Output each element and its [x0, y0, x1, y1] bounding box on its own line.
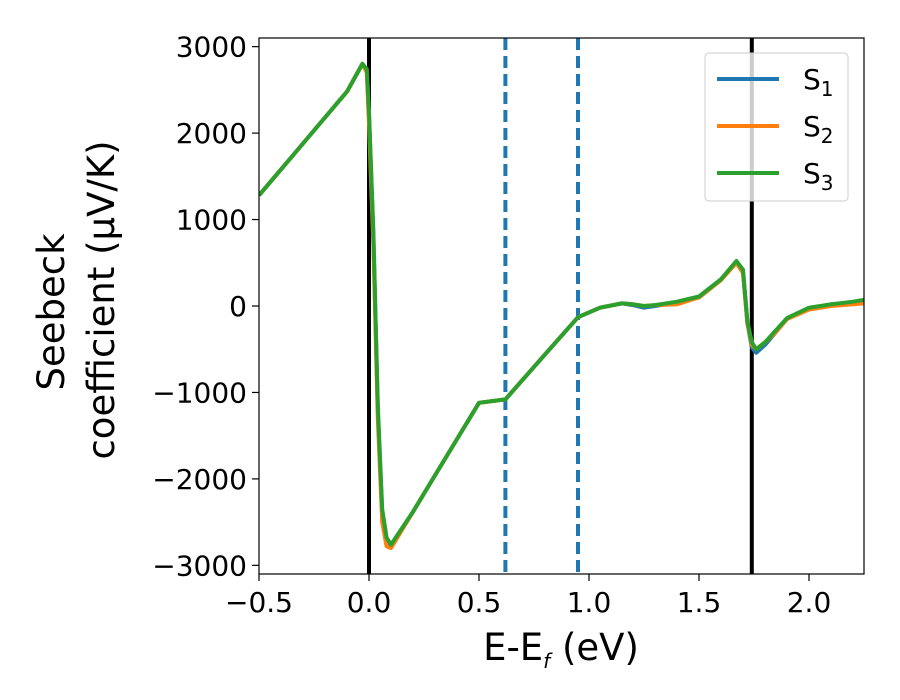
x-axis: −0.5 0.0 0.5 1.0 1.5 2.0 — [225, 574, 831, 619]
y-tick-label: 1000 — [176, 204, 247, 237]
x-tick-label: −0.5 — [225, 586, 293, 619]
x-axis-label-unit: (eV) — [550, 626, 639, 669]
y-tick-label: −3000 — [152, 549, 247, 582]
x-tick-label: 2.0 — [787, 586, 832, 619]
y-tick-label: 3000 — [176, 31, 247, 64]
x-axis-label-subscript: f — [543, 649, 553, 673]
legend: S1 S2 S3 — [704, 52, 849, 202]
legend-label-s1: S1 — [803, 63, 834, 101]
y-axis-label-line2: coefficient (μV/K) — [80, 140, 123, 459]
x-tick-label: 0.5 — [457, 586, 502, 619]
legend-label-s2: S2 — [803, 110, 834, 148]
y-axis: −3000 −2000 −1000 0 1000 2000 3000 — [152, 31, 259, 582]
x-axis-label: E-Ef (eV) — [483, 626, 639, 673]
y-tick-label: 2000 — [176, 117, 247, 150]
series-line-s3 — [259, 61, 864, 547]
y-tick-label: 0 — [229, 290, 247, 323]
y-tick-label: −1000 — [152, 376, 247, 409]
x-tick-label: 1.0 — [567, 586, 612, 619]
legend-label-s3: S3 — [803, 157, 834, 195]
x-tick-label: 0.0 — [347, 586, 392, 619]
x-tick-label: 1.5 — [677, 586, 722, 619]
y-tick-label: −2000 — [152, 463, 247, 496]
y-axis-label-line1: Seebeck — [30, 233, 73, 391]
